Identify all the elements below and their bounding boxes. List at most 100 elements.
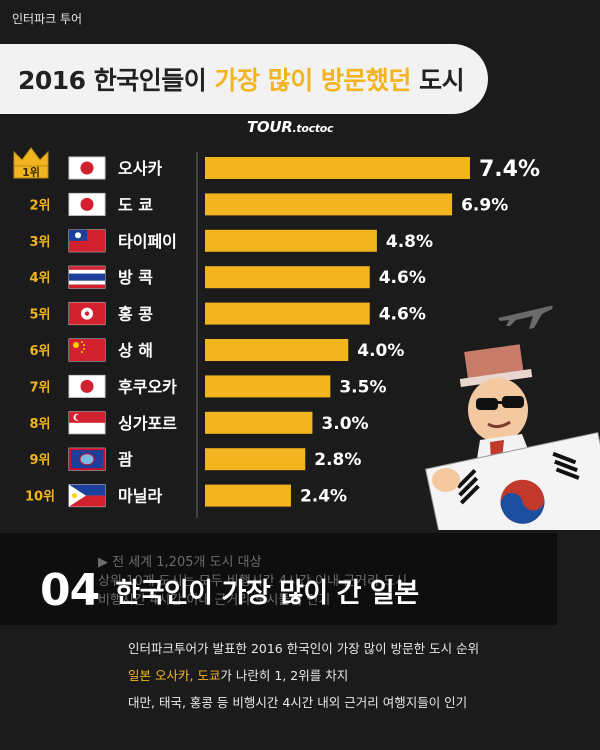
bar — [205, 339, 349, 361]
flag-top — [69, 484, 105, 496]
rank-label: 10위 — [25, 490, 55, 505]
flag-stripe — [69, 269, 105, 274]
tourist-character-illustration — [425, 344, 600, 530]
bar — [205, 229, 377, 252]
chart-row: 5위 홍 콩 4.6% — [29, 302, 426, 326]
headline-text: 한국인이 가장 많이 간 일본 — [115, 578, 419, 609]
rank-label: 5위 — [29, 308, 50, 323]
body-line-2-rest: 가 나란히 1, 2위를 차지 — [220, 668, 349, 683]
flag-triangle — [69, 484, 86, 507]
city-label: 마닐라 — [118, 487, 162, 506]
value-label: 4.8% — [386, 232, 433, 252]
brand-label: 인터파크 투어 — [12, 12, 83, 26]
crown-band — [13, 165, 49, 179]
ranking-bar-chart: 1위 오사카 7.4% 2위 도 쿄 6.9% 3위 타이페이 4.8% 4위 방 콕 4.6% 5위 홍… — [13, 147, 540, 508]
value-label: 2.8% — [314, 450, 361, 470]
city-label: 홍 콩 — [118, 305, 153, 324]
airplane-icon — [498, 305, 553, 329]
body-line-3: 대만, 태국, 홍콩 등 비행시간 4시간 내외 근거리 여행지들이 인기 — [128, 695, 468, 710]
rank-label: 4위 — [29, 271, 50, 286]
title-part-3: 도시 — [410, 66, 465, 95]
flag-top — [69, 411, 105, 423]
headline: 04 한국인이 가장 많이 간 일본 — [40, 565, 419, 616]
flag-disc — [80, 379, 94, 393]
rank-label: 1위 — [22, 166, 40, 179]
flag-sun — [75, 232, 81, 239]
chart-row: 1위 오사카 7.4% — [13, 147, 540, 182]
value-label: 4.6% — [379, 268, 426, 288]
chart-row: 4위 방 콕 4.6% — [29, 265, 426, 289]
flag-disc — [80, 197, 94, 211]
flag-field — [69, 339, 105, 361]
bar — [205, 193, 453, 216]
flag-sun — [72, 493, 77, 499]
flag-small-star — [81, 341, 83, 343]
title-highlight: 가장 많이 방문했던 — [214, 66, 412, 95]
city-label: 타이페이 — [118, 232, 177, 251]
headline-number: 04 — [40, 565, 100, 616]
ghost-line: 비행시간 4시간 이내 근거리 도시들이 인기 — [98, 593, 331, 608]
value-label: 4.0% — [357, 341, 404, 361]
flag-bottom — [69, 495, 105, 507]
body-text: 인터파크투어가 발표한 2016 한국인이 가장 많이 방문한 도시 순위 일본… — [128, 635, 479, 716]
bar — [205, 411, 313, 434]
flag-stripe — [69, 284, 105, 289]
body-line-2-accent: 일본 오사카, 도쿄 — [128, 668, 221, 683]
ghost-line: ▶ 전 세계 1,205개 도시 대상 — [98, 555, 262, 570]
rank-label: 7위 — [29, 380, 50, 395]
flag-star — [73, 342, 79, 348]
title-part-1: 2016 한국인들이 — [18, 66, 215, 95]
value-label: 2.4% — [300, 487, 347, 507]
city-label: 싱가포르 — [118, 414, 177, 433]
bar — [205, 484, 291, 507]
body-line-2: 일본 오사카, 도쿄가 나란히 1, 2위를 차지 — [128, 662, 479, 689]
tour-toctoc-logo: TOUR.toctoc — [247, 118, 334, 136]
value-label: 3.5% — [339, 377, 386, 397]
flag-stripe — [69, 266, 105, 270]
chart-axis-divider — [196, 152, 198, 518]
value-label: 3.0% — [321, 414, 368, 434]
chart-row: 8위 싱가포르 3.0% — [29, 411, 369, 435]
chart-row: 7위 후쿠오카 3.5% — [29, 374, 386, 398]
chart-row: 3위 타이페이 4.8% — [29, 229, 433, 253]
flag-crescent-cut — [75, 414, 82, 421]
title-banner: 2016 한국인들이 가장 많이 방문했던 도시 — [0, 44, 488, 114]
chart-row: 9위 괌 2.8% — [29, 447, 361, 471]
caption-overlay — [0, 533, 557, 625]
chart-row: 10위 마닐라 2.4% — [25, 484, 347, 508]
flag-small-star — [81, 351, 83, 353]
logo-main: TOUR — [247, 118, 293, 136]
value-label: 6.9% — [461, 195, 508, 215]
chart-title: 2016 한국인들이 가장 많이 방문했던 도시 — [18, 61, 465, 97]
flag-stripe — [69, 280, 105, 285]
bar — [205, 302, 370, 325]
chart-row: 2위 도 쿄 6.9% — [29, 192, 508, 216]
bar — [205, 157, 470, 179]
rank-label: 9위 — [29, 453, 50, 468]
bar — [205, 266, 370, 289]
city-label: 괌 — [118, 450, 133, 469]
flag-small-star — [83, 348, 85, 350]
rank-label: 8위 — [29, 417, 50, 432]
ghost-caption: ▶ 전 세계 1,205개 도시 대상 상위 10개 도시는 모두 비행시간 4… — [98, 553, 407, 610]
logo-sub: .toctoc — [292, 122, 334, 135]
crown-icon — [13, 147, 49, 167]
flag-small-star — [83, 344, 85, 346]
city-label: 도 쿄 — [118, 195, 153, 214]
flag-flower-center — [84, 311, 90, 316]
ghost-line: 상위 10개 도시는 모두 비행시간 4시간 이내 근거리 도시 — [98, 574, 408, 589]
city-label: 오사카 — [118, 159, 162, 178]
bar — [205, 448, 306, 471]
body-line-1: 인터파크투어가 발표한 2016 한국인이 가장 많이 방문한 도시 순위 — [128, 641, 480, 656]
city-label: 상 해 — [118, 341, 153, 360]
rank-label: 6위 — [29, 344, 50, 359]
value-label: 4.6% — [379, 305, 426, 325]
rank-label: 3위 — [29, 235, 50, 250]
bar — [205, 375, 331, 398]
value-label: 7.4% — [479, 157, 540, 182]
chart-row: 6위 상 해 4.0% — [29, 338, 404, 362]
city-label: 방 콕 — [118, 268, 153, 287]
city-label: 후쿠오카 — [118, 377, 177, 396]
flag-disc — [80, 161, 94, 175]
flag-seal — [79, 453, 95, 466]
